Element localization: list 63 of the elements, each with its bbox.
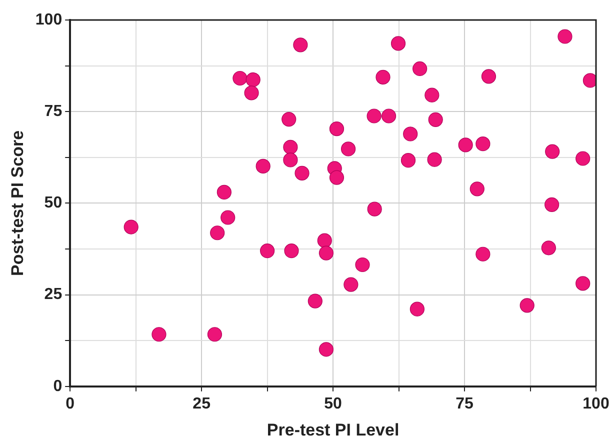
point bbox=[381, 108, 396, 124]
x-tick-label: 100 bbox=[582, 395, 610, 412]
point bbox=[329, 170, 344, 185]
point bbox=[207, 327, 222, 342]
point bbox=[284, 244, 299, 258]
x-tick-label: 75 bbox=[456, 395, 474, 412]
point bbox=[232, 70, 248, 86]
point bbox=[481, 69, 496, 84]
point bbox=[317, 233, 332, 248]
point bbox=[341, 142, 356, 156]
point bbox=[576, 151, 590, 166]
point bbox=[400, 153, 416, 168]
y-tick-label: 75 bbox=[44, 103, 62, 120]
point bbox=[329, 122, 344, 136]
point bbox=[427, 152, 442, 167]
point bbox=[544, 197, 560, 212]
point bbox=[390, 36, 406, 51]
point bbox=[576, 276, 590, 291]
point bbox=[582, 73, 596, 88]
point bbox=[308, 294, 322, 308]
point bbox=[367, 202, 382, 216]
point bbox=[246, 72, 260, 88]
y-tick-label: 50 bbox=[44, 194, 62, 212]
point bbox=[476, 136, 490, 152]
point bbox=[293, 38, 308, 52]
y-tick-label: 0 bbox=[53, 378, 62, 395]
point bbox=[403, 126, 418, 142]
point bbox=[318, 246, 334, 260]
point bbox=[458, 138, 473, 152]
point bbox=[376, 70, 390, 84]
point bbox=[152, 327, 166, 342]
y-axis-title: Post-test PI Score bbox=[8, 130, 27, 276]
point bbox=[545, 144, 560, 159]
point bbox=[412, 61, 428, 76]
x-tick-label: 25 bbox=[192, 395, 211, 412]
point bbox=[210, 226, 225, 240]
point bbox=[318, 342, 334, 357]
point bbox=[476, 246, 490, 262]
point bbox=[282, 112, 296, 127]
point bbox=[558, 29, 572, 44]
y-tick-label: 100 bbox=[35, 11, 62, 28]
point bbox=[428, 112, 443, 127]
point bbox=[344, 277, 358, 292]
point bbox=[220, 210, 236, 225]
x-axis-title: Pre-test PI Level bbox=[266, 420, 400, 440]
point bbox=[520, 298, 534, 313]
x-tick-label: 0 bbox=[66, 395, 75, 412]
point bbox=[366, 108, 382, 124]
point bbox=[470, 182, 484, 196]
point bbox=[216, 184, 232, 200]
point bbox=[410, 302, 424, 316]
point bbox=[355, 257, 370, 272]
y-tick-label: 25 bbox=[44, 286, 62, 304]
point bbox=[424, 88, 440, 102]
point bbox=[256, 158, 270, 174]
point bbox=[283, 140, 298, 154]
point bbox=[244, 86, 259, 100]
x-tick-label: 50 bbox=[324, 395, 342, 412]
point bbox=[283, 152, 298, 168]
point bbox=[294, 166, 310, 180]
point bbox=[260, 244, 275, 258]
point bbox=[124, 220, 138, 234]
point bbox=[541, 240, 556, 256]
